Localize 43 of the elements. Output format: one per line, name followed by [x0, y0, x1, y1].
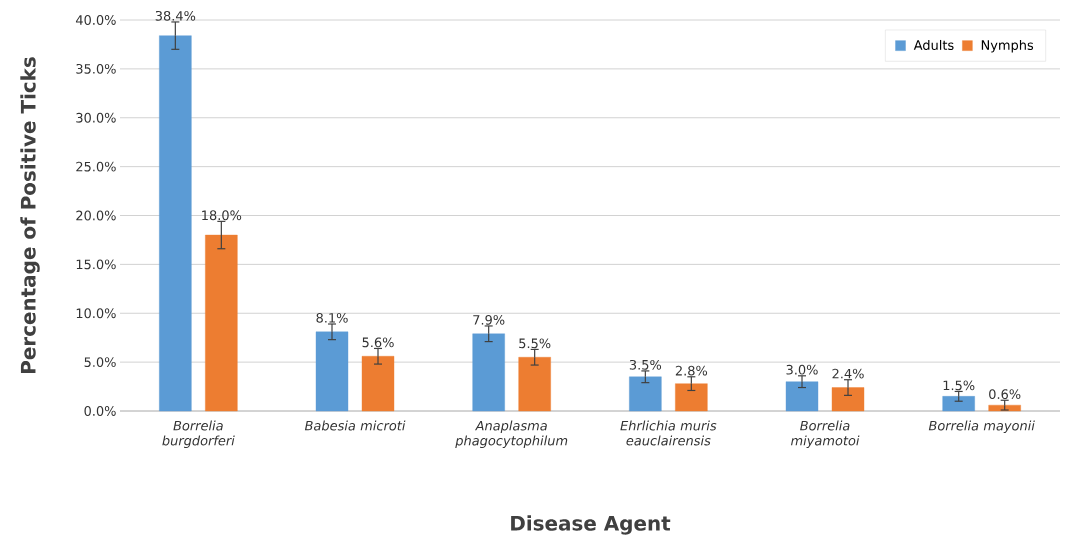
- y-tick-label: 5.0%: [84, 357, 116, 368]
- bar: [205, 234, 238, 412]
- legend-label: Nymphs: [981, 39, 1034, 53]
- bar: [942, 396, 975, 412]
- x-tick-label: Ehrlichia muris eauclairensis: [620, 420, 717, 446]
- data-label: 0.6%: [989, 389, 1021, 400]
- data-label: 7.9%: [473, 314, 505, 325]
- data-label: 3.0%: [786, 364, 818, 375]
- bar: [629, 376, 662, 412]
- bar: [831, 387, 865, 412]
- data-label: 5.5%: [519, 338, 551, 349]
- y-tick-label: 20.0%: [76, 210, 116, 221]
- x-tick-label: Anaplasma phagocytophilum: [455, 420, 568, 448]
- x-tick-label: Borrelia mayonii: [928, 420, 1035, 434]
- data-label: 38.4%: [155, 10, 196, 21]
- data-label: 8.1%: [316, 313, 348, 323]
- x-axis-title: Disease Agent: [511, 515, 671, 535]
- x-tick-label: Babesia microti: [304, 420, 406, 431]
- data-label: 1.5%: [943, 380, 975, 391]
- bar: [518, 357, 551, 412]
- bar: [785, 381, 819, 412]
- data-label: 5.6%: [362, 337, 394, 348]
- bar: [159, 35, 192, 412]
- x-tick-label: Borrelia miyamotoi: [790, 420, 860, 448]
- y-tick-label: 40.0%: [75, 15, 116, 25]
- data-label: 2.4%: [832, 368, 864, 379]
- bar: [472, 333, 505, 412]
- data-label: 2.8%: [675, 365, 708, 376]
- legend-label: Adults: [913, 39, 954, 50]
- x-tick-label: Borrelia burgdorferi: [162, 420, 235, 448]
- bar: [988, 404, 1021, 412]
- y-tick-label: 15.0%: [76, 259, 116, 270]
- y-tick-label: 0.0%: [84, 406, 116, 416]
- bar: [361, 356, 395, 412]
- y-axis-title: Percentage of Positive Ticks: [20, 57, 40, 373]
- y-tick-label: 25.0%: [76, 161, 116, 172]
- data-label: 18.0%: [202, 210, 242, 221]
- data-label: 3.5%: [629, 359, 662, 370]
- y-tick-label: 30.0%: [76, 112, 116, 123]
- bar: [315, 331, 349, 412]
- y-tick-label: 35.0%: [76, 63, 116, 74]
- bar: [675, 383, 708, 412]
- y-tick-label: 10.0%: [76, 308, 116, 319]
